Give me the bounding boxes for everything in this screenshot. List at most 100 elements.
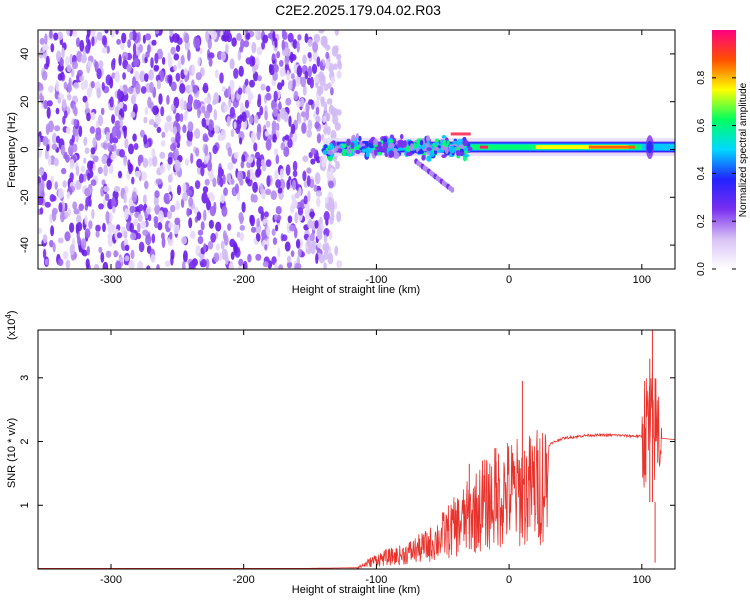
noise-blob	[165, 260, 171, 268]
band-blob	[323, 150, 327, 155]
noise-blob	[101, 82, 106, 91]
noise-blob	[119, 119, 124, 128]
noise-blob	[212, 144, 218, 155]
noise-blob	[174, 159, 181, 172]
noise-blob	[311, 240, 317, 248]
band-blob	[441, 135, 447, 139]
noise-blob	[38, 168, 44, 176]
noise-blob	[130, 249, 135, 260]
noise-blob	[292, 79, 296, 88]
noise-blob	[97, 114, 104, 127]
y-tick-label: 0	[19, 146, 31, 152]
noise-blob	[273, 90, 278, 103]
noise-blob	[306, 129, 313, 138]
noise-blob	[227, 223, 232, 231]
noise-blob	[317, 242, 322, 249]
y-tick-label: -20	[19, 189, 31, 205]
colorbar-ticks: 0.0 0.2 0.4 0.6 0.8	[696, 70, 736, 276]
noise-blob	[49, 239, 54, 248]
noise-blob	[147, 44, 151, 54]
noise-blob	[88, 220, 93, 230]
noise-blob	[281, 39, 286, 51]
noise-blob	[160, 140, 166, 147]
noise-blob	[62, 251, 69, 260]
noise-blob	[192, 84, 199, 94]
noise-blob	[331, 201, 335, 210]
noise-blob	[287, 80, 293, 91]
noise-blob	[318, 254, 326, 264]
noise-blob	[327, 197, 333, 205]
noise-blob	[255, 223, 262, 234]
noise-blob	[130, 111, 136, 118]
noise-blob	[300, 111, 306, 118]
noise-blob	[86, 30, 91, 38]
noise-blob	[161, 131, 166, 138]
x-tick-label: 100	[633, 274, 651, 286]
noise-blob	[309, 76, 314, 89]
noise-blob	[223, 187, 228, 197]
noise-blob	[79, 75, 85, 82]
noise-blob	[303, 195, 308, 205]
noise-blob	[63, 81, 68, 90]
noise-blob	[155, 114, 161, 125]
x-tick-label: -100	[365, 574, 387, 586]
noise-blob	[85, 196, 91, 207]
noise-blob	[131, 191, 137, 203]
noise-blob	[38, 227, 43, 234]
x-tick-label: -200	[233, 574, 255, 586]
noise-blob	[111, 126, 118, 138]
noise-blob	[247, 253, 252, 263]
noise-blob	[127, 86, 134, 95]
noise-blob	[110, 153, 116, 161]
noise-blob	[259, 106, 264, 116]
noise-blob	[42, 136, 49, 147]
noise-blob	[109, 76, 114, 89]
noise-blob	[297, 112, 302, 125]
noise-blob	[167, 174, 172, 183]
noise-blob	[66, 30, 71, 36]
noise-blob	[239, 137, 243, 145]
noise-blob	[133, 218, 139, 226]
noise-blob	[182, 182, 187, 193]
noise-blob	[146, 265, 151, 269]
noise-blob	[277, 82, 283, 91]
noise-blob	[64, 110, 68, 119]
noise-blob	[333, 201, 338, 210]
noise-blob	[156, 264, 160, 269]
band-blob	[389, 142, 395, 148]
noise-blob	[270, 190, 277, 201]
noise-blob	[175, 72, 181, 82]
noise-blob	[250, 131, 256, 144]
noise-blob	[170, 143, 177, 152]
band-blob	[405, 151, 413, 157]
snr-x-label: Height of straight line (km)	[292, 584, 420, 596]
noise-blob	[118, 101, 124, 109]
noise-blob	[38, 82, 44, 91]
noise-blob	[236, 231, 241, 238]
noise-blob	[337, 59, 342, 67]
noise-blob	[293, 131, 298, 142]
noise-blob	[197, 229, 204, 236]
noise-blob	[276, 51, 281, 59]
noise-blob	[203, 243, 207, 253]
noise-blob	[325, 202, 330, 210]
noise-blob	[307, 190, 311, 202]
noise-blob	[155, 107, 159, 114]
noise-blob	[315, 190, 323, 197]
noise-blob	[228, 262, 234, 269]
band-blob	[388, 139, 394, 143]
noise-blob	[77, 69, 83, 77]
noise-blob	[321, 160, 327, 168]
noise-blob	[54, 181, 58, 190]
noise-blob	[86, 112, 91, 122]
band-blob	[452, 140, 457, 145]
x-tick-label: -100	[365, 274, 387, 286]
noise-blob	[121, 32, 127, 44]
noise-blob	[278, 264, 284, 269]
band-blob	[434, 138, 439, 143]
noise-blob	[91, 208, 95, 220]
noise-blob	[80, 53, 87, 64]
band-blob	[388, 150, 395, 158]
noise-blob	[277, 187, 283, 194]
noise-blob	[46, 100, 53, 107]
